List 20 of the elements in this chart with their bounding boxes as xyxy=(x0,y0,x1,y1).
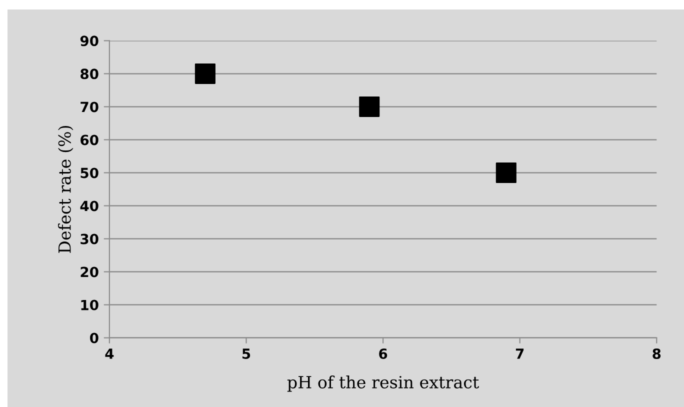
y-tick-label: 20 xyxy=(80,266,98,278)
y-tick-label: 30 xyxy=(80,234,98,244)
x-axis-title: pH of the resin extract xyxy=(287,376,480,392)
y-tick-label: 50 xyxy=(80,168,98,178)
y-tick-label: 70 xyxy=(80,102,98,112)
y-tick-label: 80 xyxy=(80,68,98,80)
y-tick-label: 0 xyxy=(90,332,98,344)
y-tick-label: 40 xyxy=(80,200,98,212)
y-tick-label: 60 xyxy=(80,134,98,146)
x-tick-label: 8 xyxy=(652,348,661,359)
x-tick-label: 6 xyxy=(379,348,388,359)
x-tick-label: 7 xyxy=(516,348,524,359)
x-tick-label: 5 xyxy=(242,348,250,359)
point xyxy=(359,96,380,117)
x-tick-label: 4 xyxy=(105,348,114,359)
point xyxy=(194,63,216,84)
y-tick-label: 10 xyxy=(81,300,98,310)
y-tick-label: 90 xyxy=(80,36,98,46)
point xyxy=(496,162,516,184)
y-axis-title: Defect rate (%) xyxy=(58,126,74,253)
